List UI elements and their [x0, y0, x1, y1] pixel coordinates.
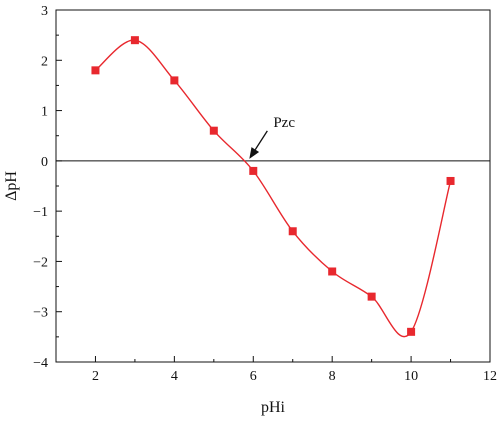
series-points	[91, 36, 455, 336]
pzc-arrow-head	[249, 147, 260, 159]
pzc-arrow-line	[254, 130, 268, 150]
data-point	[170, 76, 179, 85]
data-point	[328, 267, 337, 276]
plot-frame	[55, 9, 491, 363]
y-tick-label: −2	[33, 255, 48, 270]
y-tick-label: 3	[41, 4, 48, 19]
data-point	[288, 227, 297, 236]
data-point	[209, 126, 218, 135]
y-tick-label: 2	[41, 54, 48, 69]
pzc-label: Pzc	[273, 115, 295, 131]
y-tick-label: 1	[41, 105, 48, 120]
x-axis-title: pHi	[261, 399, 286, 416]
y-tick-label: 0	[41, 155, 48, 170]
data-point	[249, 166, 258, 175]
x-tick-label: 8	[329, 369, 336, 384]
x-tick-label: 4	[171, 369, 178, 384]
y-tick-label: −1	[33, 205, 48, 220]
x-tick-label: 2	[92, 369, 99, 384]
data-point	[367, 292, 376, 301]
pzc-annotation: Pzc	[249, 115, 295, 159]
x-tick-label: 10	[404, 369, 418, 384]
x-axis-ticks: 2 4 6 8 10 12	[55, 356, 497, 384]
data-point	[130, 36, 139, 45]
y-tick-label: −4	[33, 356, 48, 371]
data-point	[407, 327, 416, 336]
x-tick-label: 6	[250, 369, 257, 384]
y-axis-title: ΔpH	[3, 171, 20, 201]
data-point	[91, 66, 100, 75]
x-tick-label: 12	[483, 369, 497, 384]
plot-area	[55, 9, 491, 363]
y-axis-ticks: −4 −3 −2 −1 0 1 2 3	[33, 4, 62, 371]
y-tick-label: −3	[33, 306, 48, 321]
data-point	[446, 176, 455, 185]
series-curve	[94, 39, 452, 338]
